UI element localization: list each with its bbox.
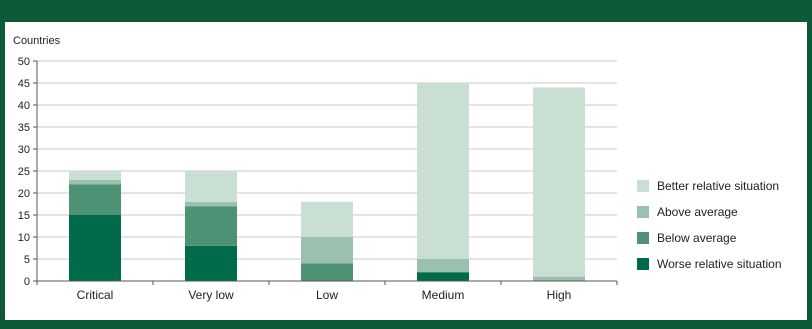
bar-segment	[417, 83, 469, 259]
bar-segment	[417, 259, 469, 273]
y-tick-label: 30	[18, 144, 30, 156]
x-tick-label: Low	[316, 288, 338, 302]
y-tick-label: 25	[18, 166, 30, 178]
y-tick-label: 40	[18, 100, 30, 112]
bars	[69, 83, 585, 281]
y-tick-label: 15	[18, 210, 30, 222]
y-tick-label: 0	[24, 276, 30, 288]
axes: 0 5 10 15 20 25 30 35 40 45 50 Critical Very low Low M…	[18, 56, 618, 302]
legend-swatch	[637, 232, 649, 244]
bar-segment	[185, 245, 237, 281]
bar-segment	[185, 206, 237, 246]
x-tick-label: Medium	[422, 288, 465, 302]
legend-swatch	[637, 206, 649, 218]
bar-segment	[301, 237, 353, 264]
y-tick-label: 20	[18, 188, 30, 200]
bar-segment	[533, 87, 585, 277]
y-tick-label: 5	[24, 254, 30, 266]
bar-segment	[301, 263, 353, 281]
legend-swatch	[637, 258, 649, 270]
bar-segment	[69, 179, 121, 185]
legend-label: Below average	[657, 231, 737, 245]
bar-segment	[417, 272, 469, 281]
bar-segment	[185, 201, 237, 207]
legend-label: Better relative situation	[657, 179, 779, 193]
bar-segment	[185, 171, 237, 202]
legend-label: Above average	[657, 205, 738, 219]
bar-segment	[69, 215, 121, 281]
legend-swatch	[637, 180, 649, 192]
bar-segment	[533, 276, 585, 281]
bar-segment	[69, 171, 121, 180]
y-axis-title: Countries	[13, 35, 61, 47]
x-tick-label: High	[547, 288, 572, 302]
bar-segment	[301, 201, 353, 237]
legend-label: Worse relative situation	[657, 257, 782, 271]
y-tick-label: 35	[18, 122, 30, 134]
y-tick-label: 10	[18, 232, 30, 244]
y-tick-label: 50	[18, 56, 30, 68]
header-strip	[0, 0, 812, 19]
y-tick-label: 45	[18, 78, 30, 90]
x-tick-label: Very low	[188, 288, 234, 302]
x-tick-label: Critical	[77, 288, 114, 302]
legend: Better relative situation Above average Be…	[637, 179, 782, 271]
bar-segment	[69, 184, 121, 215]
